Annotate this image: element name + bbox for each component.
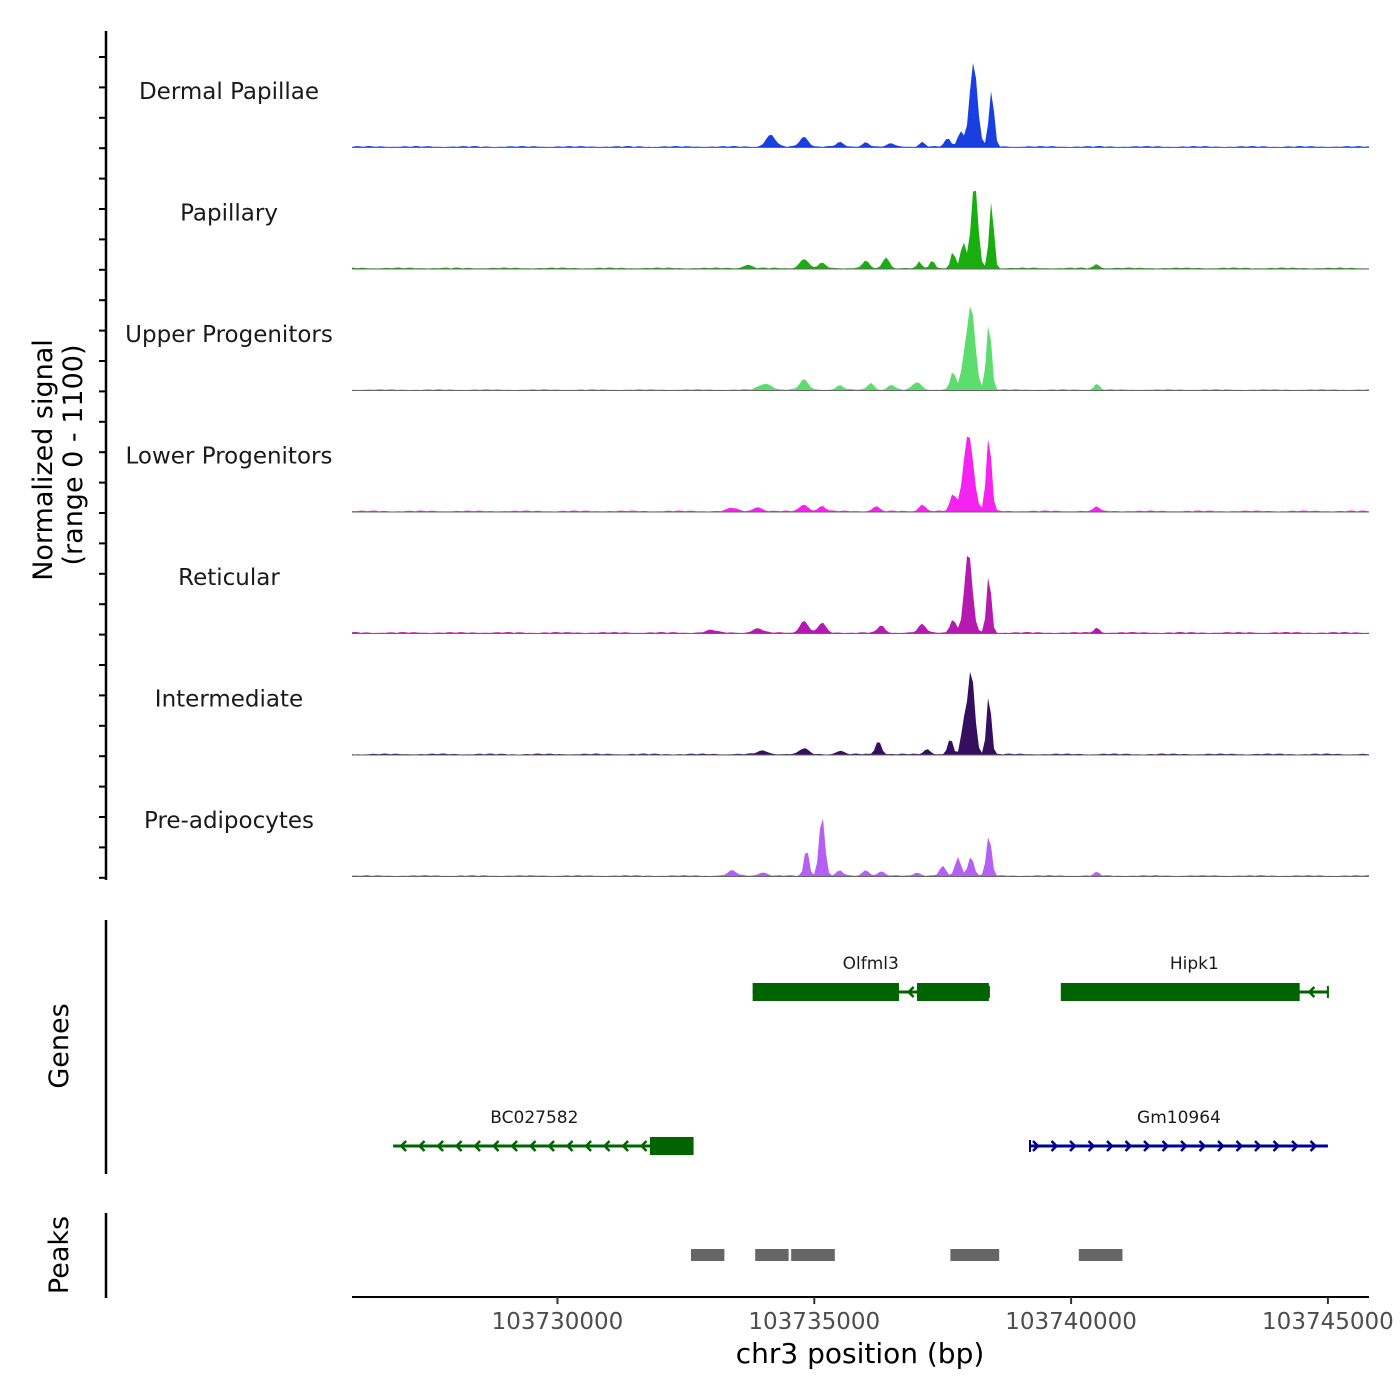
strand-arrow <box>1198 1140 1207 1152</box>
gene-label: Olfml3 <box>843 954 899 974</box>
gene-label: BC027582 <box>490 1108 578 1128</box>
coverage-area <box>352 556 1369 634</box>
gene-exon <box>752 983 900 1001</box>
strand-arrow <box>602 1140 611 1152</box>
strand-arrow <box>584 1140 592 1152</box>
x-tick-label: 103730000 <box>492 1309 624 1335</box>
gene-exon <box>649 1137 694 1155</box>
coverage-area <box>352 306 1369 391</box>
strand-arrow <box>1307 986 1316 998</box>
track-label: Papillary <box>180 201 278 227</box>
strand-arrow <box>1069 1140 1077 1152</box>
track-label: Reticular <box>178 565 280 591</box>
strand-arrow <box>528 1140 537 1152</box>
strand-arrow <box>621 1140 629 1152</box>
gene-model: BC027582 <box>393 1108 694 1155</box>
gene-label: Gm10964 <box>1137 1108 1221 1128</box>
track-label: Dermal Papillae <box>139 79 319 105</box>
strand-arrow <box>1180 1140 1188 1152</box>
strand-arrow <box>1217 1140 1225 1152</box>
peak-region <box>791 1249 835 1261</box>
x-tick-label: 103740000 <box>1005 1309 1137 1335</box>
strand-arrow <box>417 1140 426 1152</box>
coverage-track: Reticular <box>178 556 1369 634</box>
x-axis: 103730000 103735000 103740000 103745000 chr… <box>352 1296 1394 1370</box>
track-label: Pre-adipocytes <box>144 808 314 834</box>
coverage-track: Pre-adipocytes <box>144 808 1369 877</box>
coverage-area <box>352 62 1369 148</box>
coverage-track: Upper Progenitors <box>125 306 1369 391</box>
coverage-tracks: Dermal Papillae Papillary Upper Progenitor… <box>125 62 1369 877</box>
strand-arrow <box>1161 1140 1170 1152</box>
strand-arrow <box>510 1140 518 1152</box>
strand-arrow <box>1032 1140 1040 1152</box>
strand-arrow <box>1124 1140 1133 1152</box>
track-label: Intermediate <box>155 687 303 713</box>
strand-arrow <box>1254 1140 1262 1152</box>
x-tick-label: 103735000 <box>748 1309 880 1335</box>
coverage-track: Lower Progenitors <box>126 436 1369 513</box>
strand-arrow <box>1291 1140 1299 1152</box>
gene-panel-title: Genes <box>44 1003 75 1088</box>
gene-model: Olfml3 <box>752 954 990 1001</box>
strand-arrow <box>565 1140 574 1152</box>
strand-arrow <box>1087 1140 1096 1152</box>
track-label: Upper Progenitors <box>125 322 333 348</box>
peak-panel-title: Peaks <box>44 1216 75 1294</box>
track-label: Lower Progenitors <box>126 444 333 470</box>
strand-arrow <box>906 986 915 998</box>
strand-arrow <box>1106 1140 1114 1152</box>
strand-arrow <box>1235 1140 1244 1152</box>
x-tick-label: 103745000 <box>1262 1309 1394 1335</box>
strand-arrow <box>454 1140 463 1152</box>
strand-arrow <box>1050 1140 1059 1152</box>
coverage-y-axis-title-line1: Normalized signal <box>28 339 59 581</box>
gene-exon <box>917 983 989 1001</box>
coverage-area <box>352 190 1369 269</box>
coverage-y-axis-title-line2: (range 0 - 1100) <box>58 345 89 566</box>
coverage-area <box>352 818 1369 877</box>
gene-exon <box>1060 983 1300 1001</box>
gene-model: Hipk1 <box>1060 954 1329 1001</box>
coverage-y-axis <box>99 31 108 880</box>
peak-region <box>950 1249 1000 1261</box>
gene-panel: Genes Olfml3 Hipk1 BC027582 Gm10964 <box>44 920 1329 1174</box>
strand-arrow <box>399 1140 407 1152</box>
strand-arrow <box>547 1140 555 1152</box>
gene-model: Gm10964 <box>1029 1108 1328 1152</box>
strand-arrow <box>1143 1140 1151 1152</box>
peak-panel: Peaks <box>44 1213 1123 1298</box>
peak-region <box>755 1249 789 1261</box>
coverage-area <box>352 671 1369 755</box>
gene-label: Hipk1 <box>1170 954 1219 974</box>
strand-arrow <box>491 1140 500 1152</box>
peak-region <box>691 1249 725 1261</box>
x-axis-title: chr3 position (bp) <box>736 1337 985 1370</box>
strand-arrow <box>639 1140 648 1152</box>
coverage-track: Papillary <box>180 190 1369 270</box>
strand-arrow <box>1309 1140 1318 1152</box>
peak-region <box>1078 1249 1123 1261</box>
coverage-area <box>352 436 1369 512</box>
strand-arrow <box>1272 1140 1281 1152</box>
strand-arrow <box>473 1140 481 1152</box>
coverage-track: Dermal Papillae <box>139 62 1369 148</box>
strand-arrow <box>436 1140 444 1152</box>
coverage-track: Intermediate <box>155 671 1369 756</box>
